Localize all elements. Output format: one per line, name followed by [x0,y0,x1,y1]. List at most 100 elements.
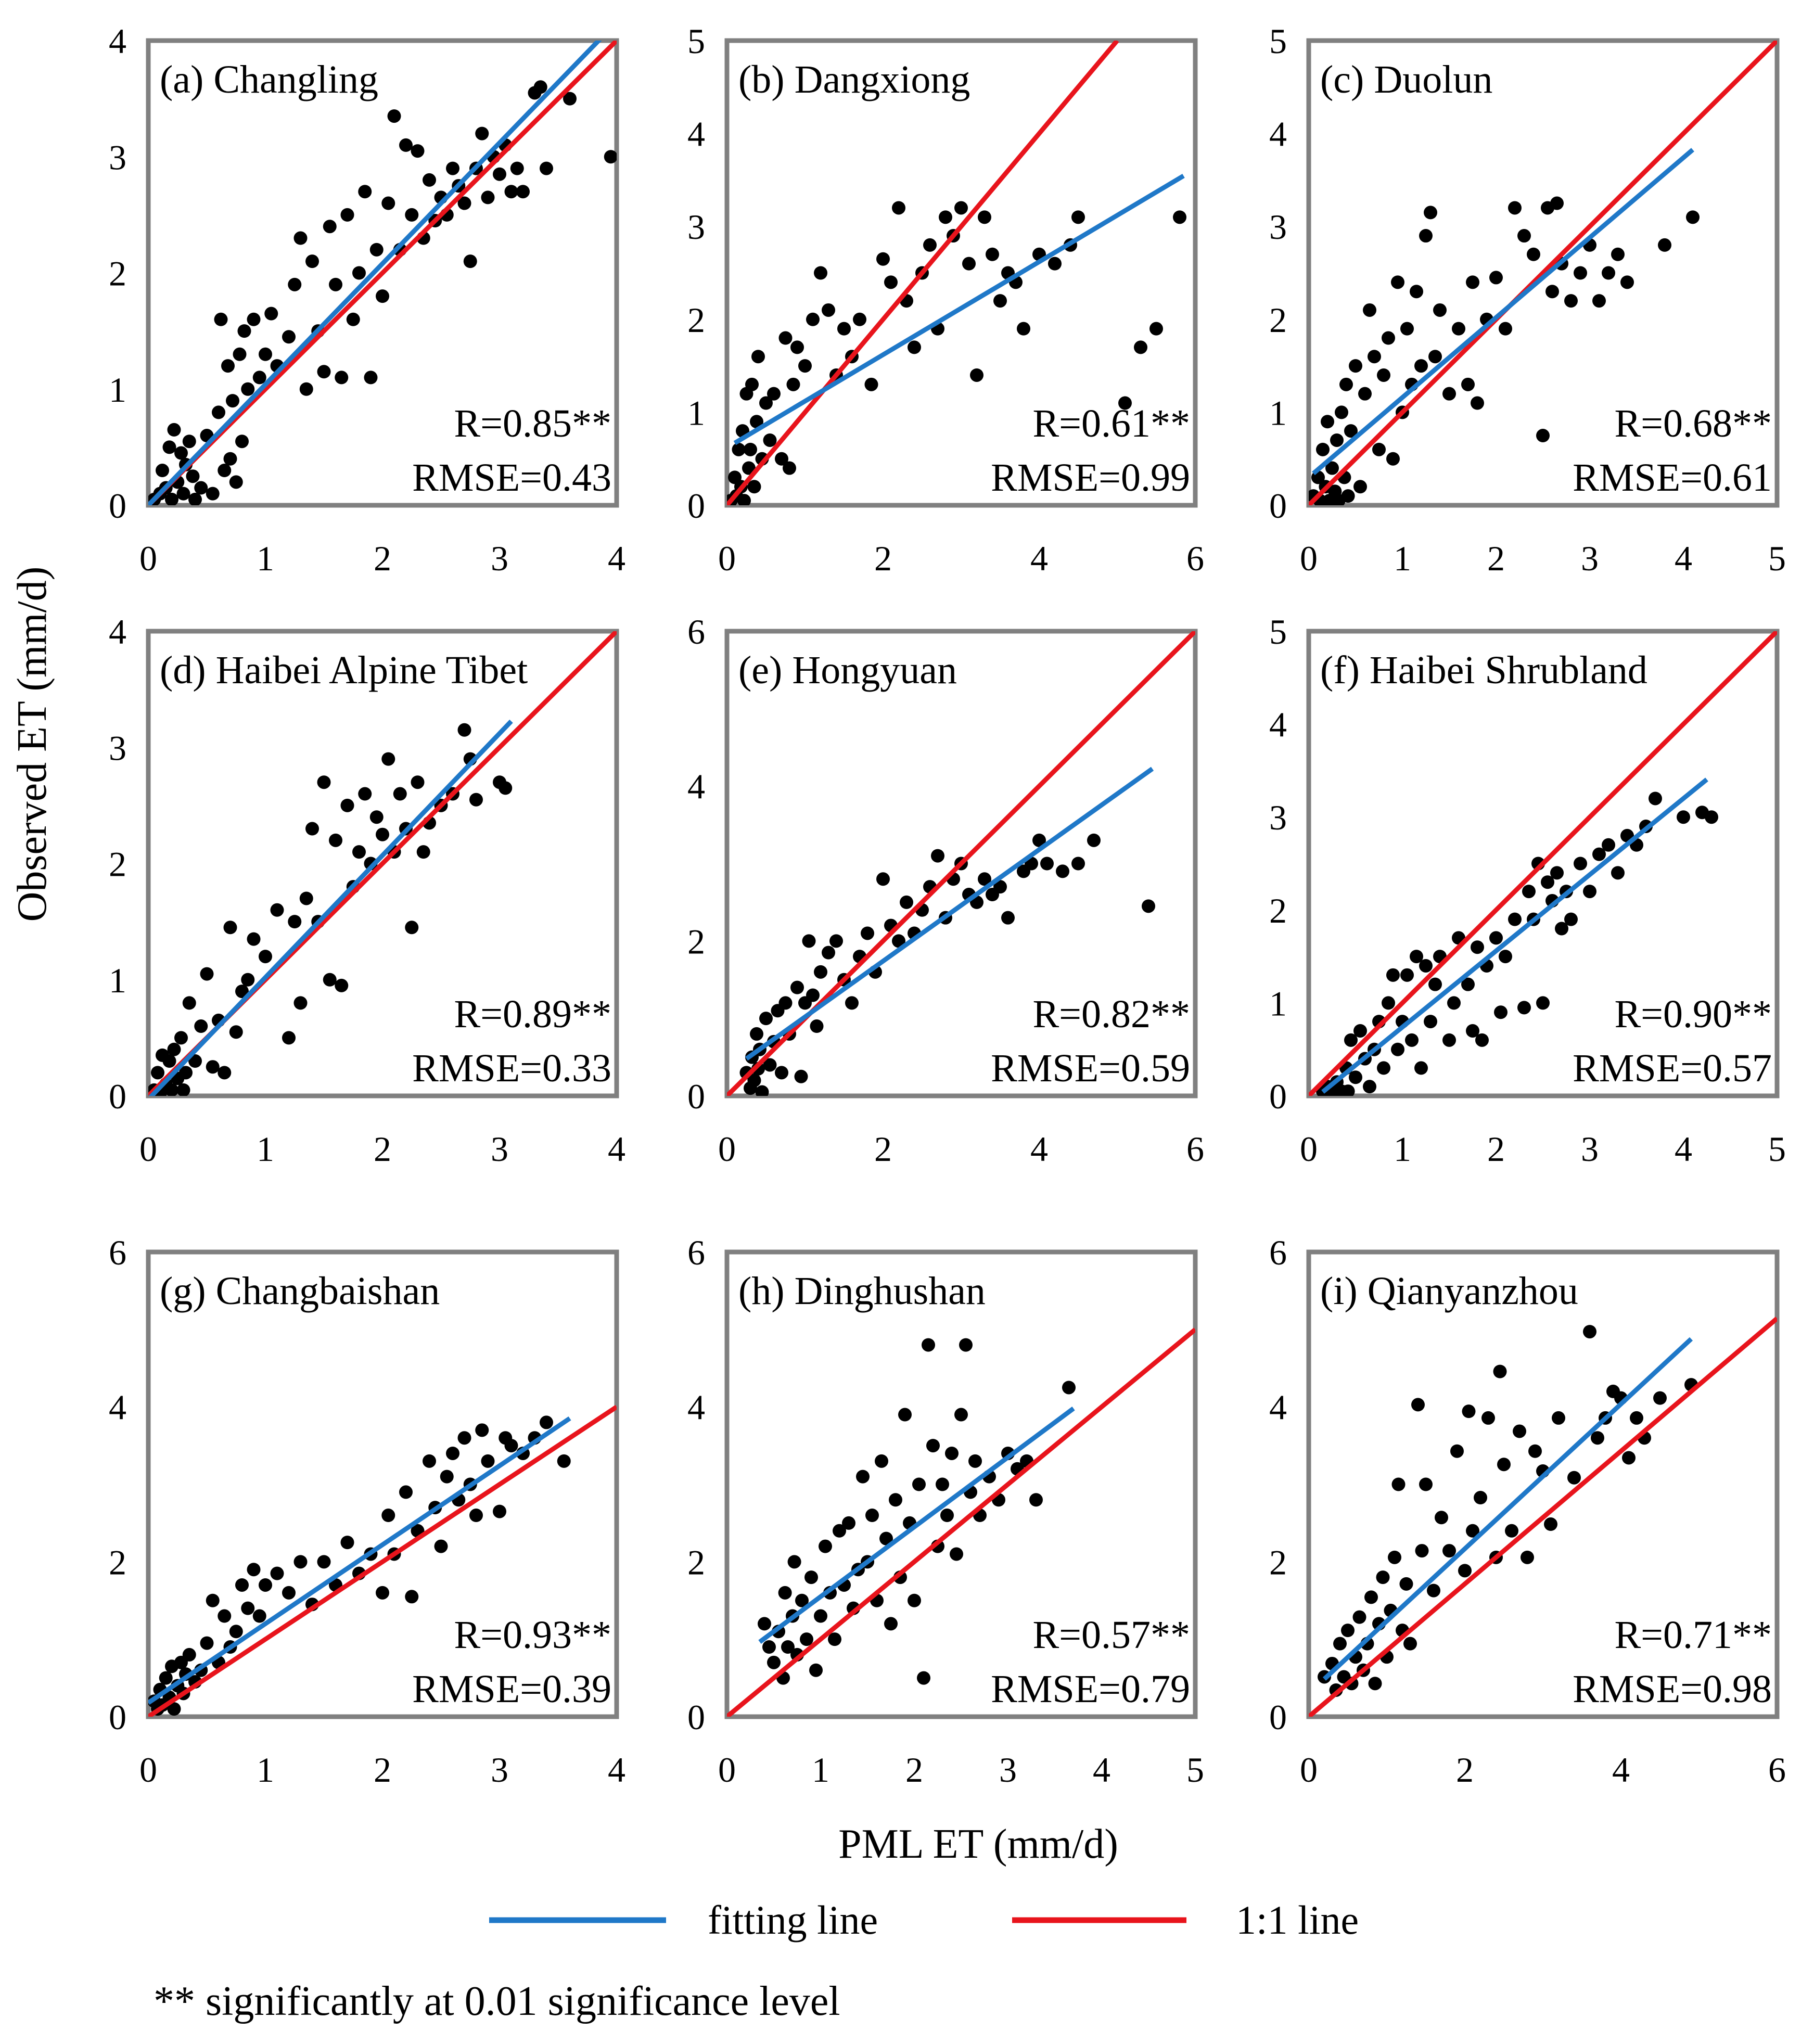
data-point [1410,285,1423,299]
data-point [340,208,354,222]
data-point [1474,1491,1487,1505]
data-point [814,1609,827,1623]
data-point [446,161,459,175]
x-tick-label: 1 [257,539,274,578]
y-tick-label: 3 [1269,207,1287,247]
data-point [293,1555,308,1569]
y-tick-label: 2 [109,1542,126,1582]
data-point [1405,1033,1419,1047]
data-point [1508,912,1522,926]
data-point [806,988,820,1002]
panel-title: (a) Changling [160,58,378,101]
data-point [1550,196,1564,210]
data-point [218,1066,232,1080]
data-point [399,1485,413,1499]
r-value: R=0.71** [1614,1613,1772,1657]
data-point [908,1593,921,1607]
x-tick-label: 3 [491,1750,508,1790]
data-point [346,312,360,326]
data-point [1339,377,1353,391]
data-point [798,359,812,373]
data-point [1428,350,1442,364]
data-point [1335,405,1348,419]
data-point [264,306,278,321]
data-point [828,1632,841,1646]
x-tick-label: 3 [999,1750,1017,1790]
data-point [970,368,983,382]
data-point [369,810,384,824]
data-point [352,266,366,280]
data-point [1001,911,1015,925]
data-point [1458,1564,1472,1578]
fitting-line [758,1407,1075,1644]
data-point [900,895,913,909]
data-point [1493,1364,1507,1378]
y-tick-label: 2 [1269,891,1287,930]
panel-title: (e) Hongyuan [738,648,957,692]
y-tick-label: 6 [1269,1233,1287,1272]
data-point [229,1025,243,1039]
data-point [892,934,905,948]
one-to-one-line [727,1327,1195,1717]
data-point [259,1578,272,1592]
y-tick-label: 0 [1269,486,1287,526]
data-point [833,1524,846,1538]
legend-one-to-one-label: 1:1 line [1236,1897,1359,1943]
data-point [744,442,757,456]
data-point [563,92,577,106]
y-tick-label: 0 [1269,1697,1287,1737]
x-tick-label: 3 [1581,539,1599,578]
y-tick-label: 4 [109,21,126,61]
y-tick-label: 4 [109,612,126,651]
panel-2: 0 2 4 6 0 1 2 3 4 5 (b) Dangxiong R=0.61** RMSE=0.99 [687,21,1204,578]
data-point [282,330,296,344]
data-point [755,1085,769,1096]
points-group [1316,791,1718,1096]
data-point [317,1555,331,1569]
y-tick-label: 1 [1269,393,1287,432]
data-point [1489,931,1503,945]
data-point [1574,266,1587,280]
data-point [1686,210,1700,224]
data-point [751,350,765,364]
data-point [1372,442,1386,456]
data-point [1316,442,1330,456]
y-tick-label: 0 [687,1077,705,1116]
x-tick-label: 4 [608,539,625,578]
panel-title: (i) Qianyanzhou [1320,1269,1578,1313]
data-point [411,144,425,158]
data-point [1368,1677,1382,1691]
data-point [188,1054,202,1068]
data-point [233,347,247,361]
data-point [1462,1404,1476,1419]
plot-frame [146,629,619,1098]
r-value: R=0.68** [1614,402,1772,445]
data-point [305,822,319,836]
data-point [822,946,835,960]
data-point [1497,1458,1511,1472]
data-point [1330,433,1344,447]
data-point [864,377,878,391]
data-point [1466,1024,1479,1038]
data-point [1536,996,1550,1010]
data-point [416,845,430,859]
data-point [1567,1471,1581,1485]
data-point [1353,1024,1367,1038]
data-point [1414,359,1428,373]
data-point [775,452,788,466]
data-point [786,377,800,391]
x-tick-label: 6 [1768,1750,1786,1790]
data-point [775,1066,788,1080]
data-point [804,1570,818,1585]
points-group [1318,1325,1698,1697]
data-point [299,891,313,905]
data-point [223,452,237,466]
data-point [1349,1070,1362,1084]
points-group [148,723,513,1096]
data-point [247,1563,261,1577]
data-point [763,433,777,447]
data-point [1391,1477,1406,1491]
data-point [978,210,991,224]
y-tick-label: 4 [1269,114,1287,154]
